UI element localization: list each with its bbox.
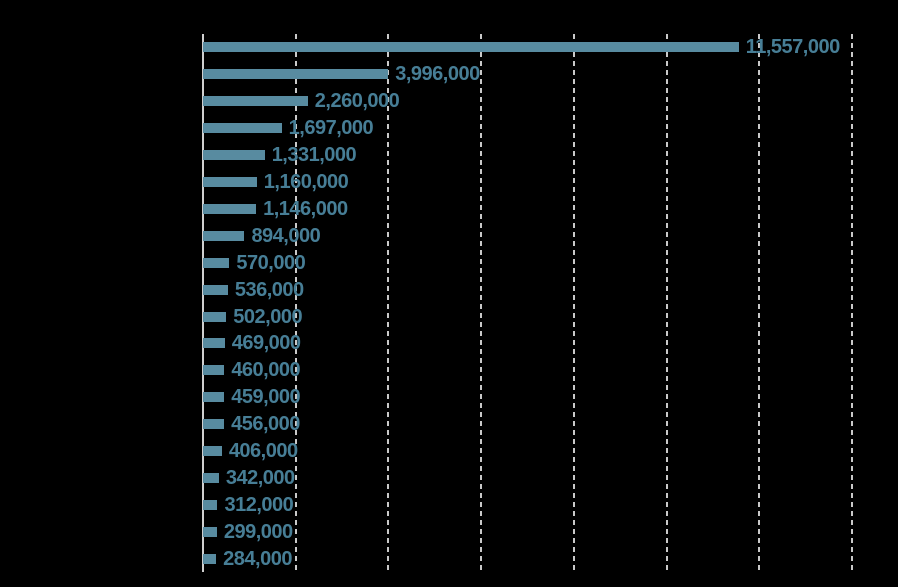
bar-row: 312,000 xyxy=(203,491,852,518)
bar xyxy=(203,203,257,214)
gridline-2000000 xyxy=(294,34,297,572)
bar-row: 894,000 xyxy=(203,222,852,249)
gridline-8000000 xyxy=(572,34,575,572)
gridline-12000000 xyxy=(758,34,761,572)
value-label: 1,146,000 xyxy=(263,197,348,220)
value-label: 3,996,000 xyxy=(395,63,480,86)
bar xyxy=(203,230,245,241)
bar xyxy=(203,311,227,322)
bar xyxy=(203,123,282,134)
bar-row: 460,000 xyxy=(203,357,852,384)
value-label: 2,260,000 xyxy=(314,90,400,113)
value-label: 894,000 xyxy=(251,224,321,247)
bar xyxy=(203,446,222,457)
bar-row: 570,000 xyxy=(203,249,852,276)
y-axis-line xyxy=(202,34,204,572)
value-label: 11,557,000 xyxy=(745,36,841,59)
bar xyxy=(203,338,225,349)
gridline-4000000 xyxy=(387,34,390,572)
bar-rows: 11,557,000 3,996,000 2,260,000 1,697,000 1,3… xyxy=(203,34,852,572)
bar xyxy=(203,526,217,537)
bar xyxy=(203,69,389,80)
bar-row: 1,331,000 xyxy=(203,142,852,169)
value-label: 1,331,000 xyxy=(271,144,357,167)
bar xyxy=(203,499,218,510)
bar-row: 2,260,000 xyxy=(203,88,852,115)
plot-area: 11,557,000 3,996,000 2,260,000 1,697,000 1,3… xyxy=(202,34,853,572)
bar xyxy=(203,419,225,430)
gridline-10000000 xyxy=(665,34,668,572)
bar-row: 456,000 xyxy=(203,411,852,438)
value-label: 342,000 xyxy=(225,466,295,489)
bar-row: 11,557,000 xyxy=(203,34,852,61)
bar-row: 299,000 xyxy=(203,518,852,545)
value-label: 284,000 xyxy=(223,547,292,570)
value-label: 570,000 xyxy=(236,251,306,274)
value-label: 1,160,000 xyxy=(263,170,349,193)
bar xyxy=(203,472,219,483)
bar xyxy=(203,553,217,564)
gridline-6000000 xyxy=(480,34,483,572)
bar-row: 1,697,000 xyxy=(203,115,852,142)
value-label: 299,000 xyxy=(223,520,293,543)
bar-row: 284,000 xyxy=(203,545,852,572)
bar-row: 1,146,000 xyxy=(203,195,852,222)
value-label: 1,697,000 xyxy=(288,117,374,140)
bar xyxy=(203,96,308,107)
bar-row: 502,000 xyxy=(203,303,852,330)
bar-row: 406,000 xyxy=(203,438,852,465)
bar xyxy=(203,42,739,53)
value-label: 536,000 xyxy=(234,278,304,301)
bar-row: 469,000 xyxy=(203,330,852,357)
bar-row: 1,160,000 xyxy=(203,169,852,196)
value-label: 456,000 xyxy=(231,413,300,436)
value-label: 502,000 xyxy=(233,305,303,328)
bar xyxy=(203,257,230,268)
bar xyxy=(203,392,225,403)
value-label: 406,000 xyxy=(228,440,298,463)
gridline-14000000 xyxy=(851,34,853,572)
value-label: 459,000 xyxy=(231,386,301,409)
bar-row: 459,000 xyxy=(203,384,852,411)
bar xyxy=(203,284,228,295)
bar-row: 536,000 xyxy=(203,276,852,303)
value-label: 460,000 xyxy=(231,359,301,382)
value-label: 469,000 xyxy=(231,332,301,355)
bar-row: 3,996,000 xyxy=(203,61,852,88)
bar xyxy=(203,150,265,161)
bar-row: 342,000 xyxy=(203,465,852,492)
bar xyxy=(203,365,225,376)
value-label: 312,000 xyxy=(224,493,294,516)
bar xyxy=(203,176,257,187)
